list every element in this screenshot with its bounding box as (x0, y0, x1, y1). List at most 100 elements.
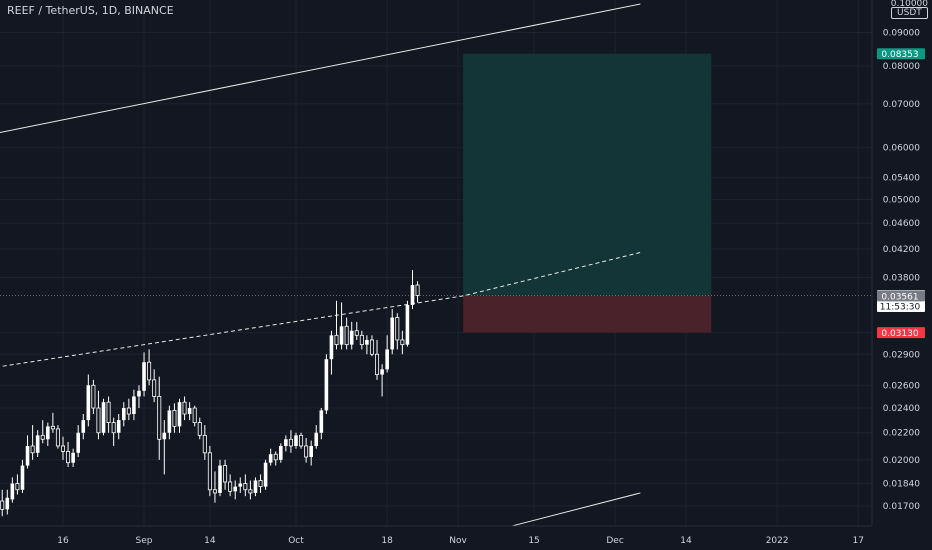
candle (66, 441, 71, 468)
price-tick-label: 0.04200 (883, 245, 920, 255)
candle-body-up (324, 359, 329, 411)
time-tick-label: 14 (680, 536, 692, 546)
stop-price-badge-box (877, 327, 925, 339)
candle (172, 403, 177, 433)
candle (137, 385, 141, 409)
candle (294, 432, 298, 449)
candle-body-down (197, 422, 202, 436)
candle-body-up (218, 465, 222, 493)
candle-body-down (207, 452, 212, 491)
candle (96, 390, 101, 440)
candle (187, 402, 192, 421)
candle (309, 440, 313, 466)
candle (278, 443, 283, 463)
price-tick-label: 0.01840 (883, 480, 920, 490)
price-axis-top-label: 0.10000 (890, 0, 928, 6)
candle-body-up (314, 432, 319, 446)
price-tick-label: 0.02000 (883, 456, 920, 466)
price-tick-label: 0.08000 (883, 62, 920, 72)
time-axis: 16 Sep 14 Oct 18 Nov 15 Dec 14 2022 17 (0, 525, 872, 550)
candle (228, 474, 233, 497)
time-axis-bg (0, 526, 872, 550)
candle-body-down (147, 361, 152, 381)
target-price-badge-text: 0.08353 (881, 50, 918, 60)
candle (30, 425, 35, 460)
candle (314, 425, 319, 449)
candle (212, 471, 217, 503)
candle (339, 302, 344, 350)
candle-body-down (304, 445, 309, 458)
candle (268, 448, 273, 466)
candle (380, 364, 384, 397)
candle-body-up (329, 335, 334, 360)
candle (238, 477, 243, 493)
stop-price-badge-text: 0.03130 (881, 329, 918, 339)
candle-body-up (268, 454, 273, 463)
candle-body-down (273, 453, 278, 461)
candle (405, 300, 410, 347)
candle (55, 425, 60, 449)
candle-body-down (202, 434, 207, 454)
candle-body-up (380, 369, 384, 375)
candle-body-down (288, 438, 293, 447)
entry-price-badge-text: 0.03561 (881, 292, 918, 302)
candle-body-down (344, 325, 349, 346)
candle-body-up (35, 435, 40, 453)
candle (20, 459, 25, 493)
candle-body-up (162, 432, 167, 440)
candle-body-down (415, 284, 420, 296)
candle-body-down (50, 425, 55, 430)
candle-body-up (20, 465, 25, 490)
candle-body-up (132, 396, 136, 415)
candle (304, 437, 309, 463)
candle-body-down (359, 334, 364, 346)
candle-body-down (395, 317, 400, 341)
candle (258, 474, 263, 493)
time-tick-label: Nov (449, 536, 467, 546)
candle-body-up (137, 390, 141, 397)
candle (177, 398, 182, 433)
candle (86, 374, 91, 427)
candle (334, 300, 339, 350)
candle (197, 417, 202, 440)
candle (50, 412, 55, 433)
candle-body-up (390, 317, 395, 350)
candle (40, 420, 45, 444)
candle (157, 376, 162, 460)
candle (76, 425, 80, 457)
price-tick-label: 0.01700 (883, 502, 920, 512)
candle (253, 477, 258, 497)
candle (116, 414, 121, 440)
candle (132, 389, 136, 421)
target-price-badge: 0.08353 (877, 48, 925, 60)
candle (369, 335, 374, 357)
price-tick-label: 0.05400 (883, 174, 920, 184)
candle-body-up (116, 420, 121, 433)
candle (233, 480, 238, 500)
candle-body-up (410, 285, 415, 305)
symbol-title: REEF / TetherUS, 1D, BINANCE (7, 4, 174, 17)
candle (71, 448, 75, 468)
time-tick-label: 16 (57, 536, 69, 546)
candle (152, 369, 157, 403)
candle (248, 480, 253, 500)
candle (182, 396, 187, 421)
candle-body-down (126, 407, 131, 415)
time-tick-label: 18 (381, 536, 393, 546)
candle-body-up (294, 435, 298, 446)
candle-body-down (400, 339, 405, 346)
candle-body-down (111, 422, 116, 434)
candle-body-up (101, 402, 106, 433)
candle-body-down (15, 483, 20, 491)
candle-body-up (319, 410, 324, 433)
candle (81, 414, 86, 440)
candle (192, 405, 197, 427)
grid-lines (0, 0, 872, 526)
candle-body-down (157, 396, 162, 440)
candle (126, 398, 131, 421)
candle (111, 417, 116, 446)
candle-body-up (81, 420, 86, 433)
candle-body-up (121, 408, 126, 421)
candle-body-down (299, 434, 304, 447)
